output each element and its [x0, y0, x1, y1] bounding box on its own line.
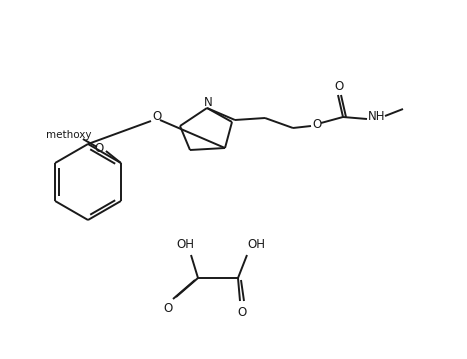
Text: N: N	[204, 95, 212, 108]
Text: O: O	[334, 80, 344, 93]
Text: NH: NH	[368, 111, 386, 123]
Text: O: O	[163, 302, 173, 314]
Text: O: O	[237, 306, 247, 318]
Text: O: O	[312, 117, 322, 131]
Text: O: O	[152, 111, 162, 123]
Text: OH: OH	[176, 238, 194, 251]
Text: OH: OH	[247, 238, 265, 251]
Text: methoxy: methoxy	[46, 130, 92, 140]
Text: O: O	[94, 141, 104, 154]
